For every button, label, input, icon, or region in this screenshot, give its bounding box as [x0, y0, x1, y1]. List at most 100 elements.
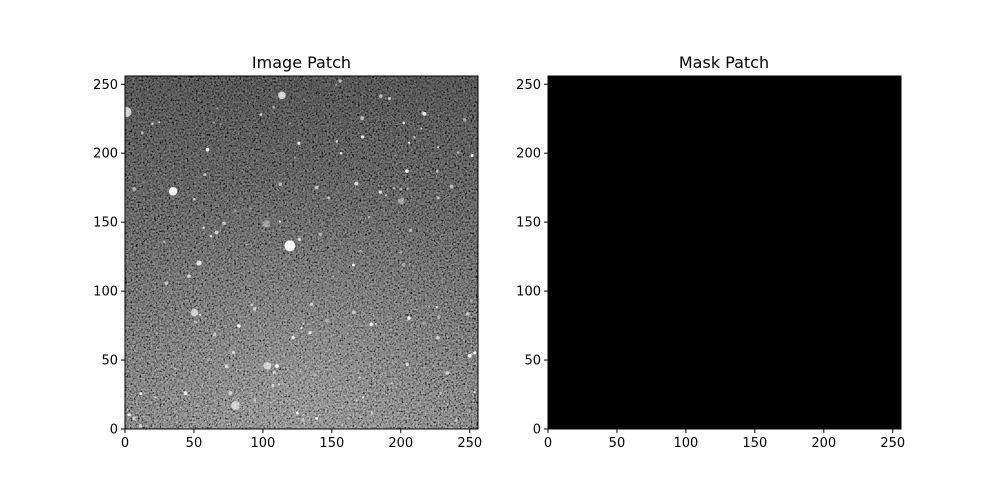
speckle — [335, 83, 338, 87]
speckle — [369, 322, 373, 327]
speckle — [263, 361, 272, 370]
speckle — [351, 263, 355, 267]
speckle — [284, 240, 296, 252]
speckle — [295, 411, 299, 415]
speckle — [228, 391, 233, 395]
speckle — [394, 154, 396, 157]
speckle — [409, 228, 413, 232]
speckle — [339, 151, 343, 155]
speckle — [393, 187, 395, 189]
speckle — [325, 318, 329, 323]
speckle — [253, 307, 257, 311]
mask-patch-xtick-label: 250 — [880, 436, 905, 451]
speckle — [154, 396, 157, 399]
image-patch-ytick-label: 200 — [93, 147, 118, 162]
speckle — [272, 105, 276, 109]
speckle — [422, 111, 427, 116]
mask-patch-heatmap — [548, 76, 901, 429]
speckle — [214, 230, 219, 235]
speckle — [467, 354, 472, 358]
speckle — [348, 324, 351, 327]
speckle — [183, 391, 188, 395]
speckle — [277, 383, 281, 386]
speckle — [250, 303, 253, 307]
speckle — [445, 371, 450, 375]
speckle — [384, 194, 388, 197]
speckle — [428, 305, 431, 308]
speckle — [436, 170, 439, 173]
speckle — [253, 399, 257, 402]
mask-patch-xtick-label: 100 — [673, 436, 698, 451]
speckle — [374, 322, 377, 326]
speckle — [378, 190, 382, 194]
speckle — [193, 320, 197, 324]
speckle — [362, 396, 365, 399]
speckle — [140, 131, 144, 135]
speckle — [355, 399, 358, 402]
speckle — [469, 299, 473, 303]
speckle — [308, 331, 312, 335]
speckle — [401, 262, 406, 267]
image-patch-axes: 0 50 100 150 200 250 0 50 100 150 200 250 — [93, 78, 482, 451]
mask-patch-ytick-label: 50 — [524, 354, 541, 369]
image-patch-xtick-label: 200 — [388, 436, 413, 451]
speckle — [352, 310, 356, 315]
speckle — [413, 135, 416, 139]
speckle — [168, 187, 178, 196]
speckle — [270, 383, 275, 388]
speckle — [436, 336, 440, 340]
bright-speckles — [125, 79, 478, 428]
mask-patch-title: Mask Patch — [679, 53, 769, 72]
speckle — [435, 306, 438, 309]
speckle — [399, 188, 402, 191]
speckle — [224, 364, 229, 369]
speckle — [398, 197, 405, 205]
image-patch-xtick-label: 100 — [250, 436, 275, 451]
mask-patch-axes: 0 50 100 150 200 250 0 50 100 150 200 250 — [516, 78, 905, 451]
speckle — [187, 274, 191, 278]
speckle — [193, 198, 196, 201]
mask-patch-ytick-label: 200 — [516, 147, 541, 162]
speckle — [139, 392, 143, 396]
speckle — [333, 378, 335, 381]
speckle — [359, 249, 362, 253]
speckle — [158, 121, 161, 124]
speckle — [297, 237, 301, 242]
speckle — [249, 207, 252, 211]
speckle — [315, 416, 319, 420]
speckle — [216, 107, 219, 110]
speckle — [470, 153, 474, 157]
speckle — [294, 156, 296, 159]
image-patch-ytick-label: 150 — [93, 216, 118, 231]
speckle — [206, 358, 210, 362]
speckle — [402, 121, 405, 125]
speckle — [360, 135, 365, 139]
speckle — [437, 315, 441, 320]
speckle — [372, 314, 375, 317]
speckle — [470, 352, 473, 356]
speckle — [212, 332, 217, 337]
speckle — [164, 281, 169, 286]
speckle — [449, 184, 454, 189]
speckle — [465, 387, 468, 390]
speckle — [390, 381, 394, 385]
speckle — [127, 413, 131, 417]
speckle — [272, 370, 277, 375]
image-patch-ytick-label: 250 — [93, 78, 118, 93]
speckle — [399, 250, 403, 254]
speckle — [245, 243, 248, 246]
image-patch-panel: Image Patch 0 50 100 150 200 250 0 50 100 150 200 2… — [93, 53, 482, 451]
image-patch-ytick-label: 0 — [110, 423, 118, 438]
speckle — [288, 122, 292, 125]
speckle — [309, 302, 314, 306]
speckle — [278, 220, 282, 223]
speckle — [151, 122, 154, 125]
mask-patch-xtick-label: 50 — [609, 436, 626, 451]
speckle — [220, 123, 222, 125]
speckle — [205, 147, 210, 152]
speckle — [300, 327, 303, 330]
image-patch-ytick-label: 50 — [101, 354, 118, 369]
image-patch-heatmap — [125, 76, 478, 429]
speckle — [275, 364, 279, 369]
speckle — [125, 107, 132, 117]
